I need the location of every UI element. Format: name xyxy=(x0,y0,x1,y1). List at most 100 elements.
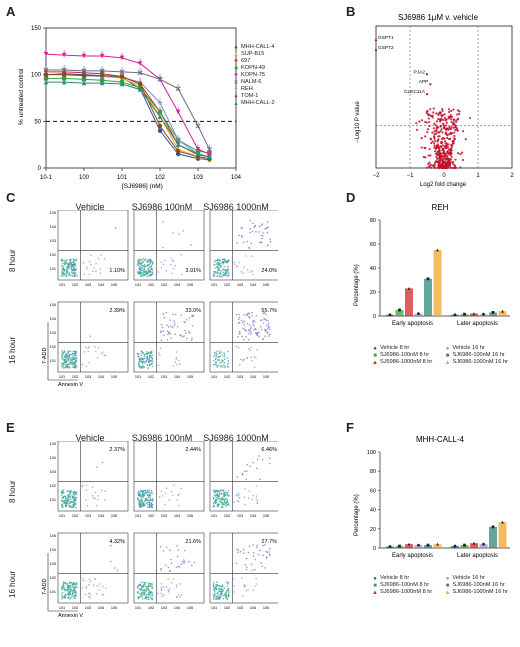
flow-ytick-label: 103 xyxy=(50,562,56,566)
flow-event xyxy=(88,346,90,348)
flow-event xyxy=(235,562,238,565)
d-ylabel: Percentage (%) xyxy=(354,264,360,306)
flow-event xyxy=(148,263,151,265)
flow-event xyxy=(85,365,88,368)
flow-event xyxy=(220,275,223,278)
flow-ytick-label: 101 xyxy=(50,359,56,363)
b-data-point xyxy=(426,131,429,134)
flow-event xyxy=(159,347,162,350)
b-data-point xyxy=(436,140,439,143)
flow-event xyxy=(240,577,243,580)
flow-event xyxy=(215,586,218,589)
b-data-point xyxy=(450,125,453,128)
bar xyxy=(395,310,404,316)
flow-event xyxy=(265,550,267,553)
a-xtick-label: 103 xyxy=(193,175,204,181)
flow-event xyxy=(65,268,68,271)
flow-event xyxy=(169,319,172,321)
flow-event xyxy=(146,588,149,590)
flow-event xyxy=(268,457,271,459)
b-data-point xyxy=(433,165,436,168)
bar-point xyxy=(426,277,430,281)
bar-legend-label: SJ6986-1000nM 16 hr xyxy=(452,589,508,595)
flow-event xyxy=(66,596,69,599)
flow-event xyxy=(213,588,215,590)
flow-event xyxy=(76,583,78,586)
flow-event xyxy=(236,242,238,244)
bar-ytick-label: 0 xyxy=(373,546,376,552)
flow-event xyxy=(175,357,178,359)
flow-event xyxy=(93,267,95,269)
a-legend-label: KOPN-49 xyxy=(241,65,265,71)
panel-letter-a: A xyxy=(6,4,16,19)
flow-event xyxy=(144,597,146,600)
flow-frame xyxy=(57,301,129,373)
flow-event xyxy=(144,491,147,493)
flow-event xyxy=(237,346,240,349)
flow-event xyxy=(218,350,220,352)
flow-event xyxy=(74,594,77,596)
b-data-point xyxy=(445,121,448,124)
flow-event xyxy=(89,596,92,599)
flow-event xyxy=(243,585,246,588)
flow-event xyxy=(69,274,71,277)
flow-event xyxy=(223,358,226,361)
flow-event xyxy=(69,489,72,492)
a-data-point xyxy=(175,86,181,92)
flow-event xyxy=(91,486,94,489)
flow-event xyxy=(172,494,174,497)
a-data-point xyxy=(157,123,163,129)
b-data-point xyxy=(418,120,421,123)
flow-event xyxy=(165,487,168,490)
flow-event xyxy=(254,327,256,330)
a-legend-label: SUP-B15 xyxy=(241,51,265,57)
flow-event xyxy=(138,494,140,497)
flow-event xyxy=(140,267,142,270)
flow-event xyxy=(214,272,217,274)
flow-event xyxy=(220,361,223,363)
bar-legend-label: Vehicle 8 hr xyxy=(380,345,410,351)
b-data-point xyxy=(435,120,439,123)
flow-event xyxy=(256,502,259,504)
bar-category-label: Early apoptosis xyxy=(392,553,433,559)
flow-event xyxy=(256,467,258,470)
b-data-point xyxy=(446,154,449,157)
a-legend-marker-icon: ✕ xyxy=(233,79,239,86)
flow-event xyxy=(139,588,142,591)
flow-yaxis-label: 7-ADD xyxy=(42,578,48,595)
a-xtick-label: 104 xyxy=(231,175,242,181)
flow-event xyxy=(136,591,139,593)
a-legend-marker-icon: ▲ xyxy=(233,51,239,58)
b-data-point xyxy=(455,120,458,124)
flow-event xyxy=(141,491,144,494)
flow-event xyxy=(101,461,104,464)
flow-xtick-label: 102 xyxy=(224,283,230,287)
flow-xtick-label: 105 xyxy=(187,283,193,287)
flow-event xyxy=(147,506,149,508)
flow-event xyxy=(161,326,164,329)
a-data-point xyxy=(99,73,105,78)
flow-event xyxy=(167,578,170,580)
flow-event xyxy=(239,358,242,361)
flow-event xyxy=(71,272,73,274)
a-legend-label: MHH-CALL-2 xyxy=(241,100,275,106)
flow-event xyxy=(177,494,180,497)
flow-event xyxy=(168,331,170,333)
b-data-point xyxy=(426,113,430,116)
b-data-point xyxy=(434,124,437,127)
flow-event xyxy=(91,495,94,497)
flow-event xyxy=(145,272,147,274)
b-data-point xyxy=(432,127,435,130)
flow-event xyxy=(172,365,175,367)
flow-event xyxy=(95,350,97,353)
flow-event xyxy=(148,583,150,585)
flow-event xyxy=(227,362,230,365)
flow-event xyxy=(251,255,253,257)
flow-event xyxy=(261,224,263,227)
flow-event xyxy=(68,500,71,503)
flow-event xyxy=(183,562,185,565)
flow-event xyxy=(167,589,170,592)
flow-event xyxy=(268,328,271,331)
flow-event xyxy=(247,551,250,554)
